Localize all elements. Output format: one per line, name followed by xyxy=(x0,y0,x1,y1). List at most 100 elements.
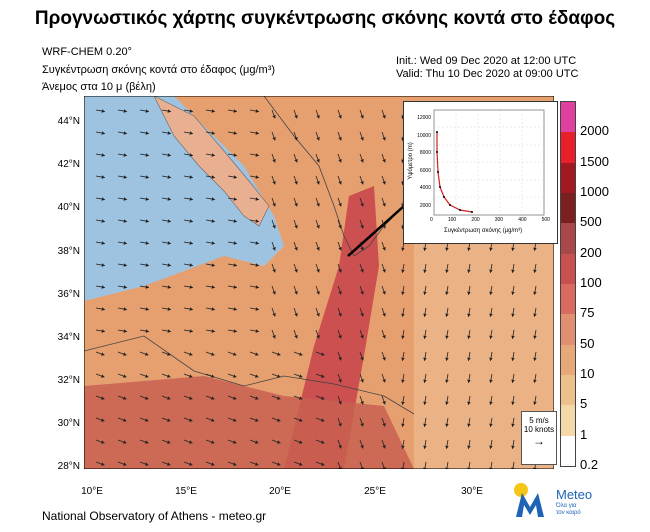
wind-arrow-head xyxy=(145,131,149,135)
colorbar-level-label: 1000 xyxy=(580,184,609,199)
colorbar-level-label: 5 xyxy=(580,396,588,412)
wind-arrow-head xyxy=(167,153,171,157)
wind-arrow-head xyxy=(445,269,449,273)
wind-arrow-head xyxy=(101,263,105,267)
wind-arrow-head xyxy=(272,181,276,185)
wind-arrow-head xyxy=(255,109,259,113)
wind-arrow-head xyxy=(467,379,471,383)
wind-arrow-head xyxy=(211,352,215,356)
valid-time: Valid: Thu 10 Dec 2020 at 09:00 UTC xyxy=(396,68,579,80)
wind-arrow-head xyxy=(533,269,537,273)
wind-arrow-head xyxy=(189,418,193,422)
wind-arrow-head xyxy=(211,418,215,422)
wind-arrow-head xyxy=(467,401,471,405)
wind-arrow-head xyxy=(294,115,298,119)
wind-arrow-head xyxy=(401,357,405,361)
wind-arrow-head xyxy=(401,401,405,405)
wind-arrow-head xyxy=(123,241,127,245)
colorbar-segment xyxy=(561,223,575,254)
dust-profile-line xyxy=(436,132,473,213)
wind-arrow-head xyxy=(211,219,215,223)
wind-arrow-head xyxy=(233,440,237,444)
wind-arrow-head xyxy=(338,401,342,405)
profile-xlabel: Συγκέντρωση σκόνης (μg/m³) xyxy=(444,228,523,234)
wind-arrow-head xyxy=(511,401,515,405)
wind-arrow-head xyxy=(360,225,364,229)
wind-arrow-head xyxy=(489,269,493,273)
colorbar-level-label: 10 xyxy=(580,366,595,381)
wind-arrow-head xyxy=(233,241,237,245)
wind-arrow-head xyxy=(145,396,149,400)
wind-arrow-head xyxy=(445,401,449,405)
wind-arrow-head xyxy=(511,357,515,361)
wind-arrow-head xyxy=(382,203,386,207)
wind-arrow-head xyxy=(189,285,193,289)
wind-arrow-head xyxy=(123,109,127,113)
wind-arrow-head xyxy=(360,159,364,163)
wind-arrow-head xyxy=(423,247,427,251)
wind-arrow-head xyxy=(233,109,237,113)
wind-arrow-head xyxy=(382,159,386,163)
wind-arrow-head xyxy=(294,247,298,251)
wind-arrow-head xyxy=(316,313,320,317)
wind-arrow-head xyxy=(101,307,105,311)
lon-label: 10°E xyxy=(81,486,103,497)
wind-arrow-head xyxy=(145,175,149,179)
wind-arrow-head xyxy=(511,445,515,449)
wind-arrow-head xyxy=(445,291,449,295)
wind-arrow-head xyxy=(101,109,105,113)
wind-arrow-head xyxy=(423,379,427,383)
wind-arrow-head xyxy=(382,225,386,229)
wind-arrow-head xyxy=(255,396,259,400)
sounding-pointer xyxy=(347,205,405,257)
wind-arrow-head xyxy=(338,335,342,339)
wind-arrow-head xyxy=(445,313,449,317)
wind-arrow-head xyxy=(123,374,127,378)
wind-arrow-head xyxy=(277,374,281,378)
wind-arrow-head xyxy=(401,247,405,251)
wind-arrow-head xyxy=(533,379,537,383)
wind-arrow-head xyxy=(233,219,237,223)
wind-arrow-head xyxy=(382,423,386,427)
wind-arrow-head xyxy=(189,462,193,466)
wind-arrow-head xyxy=(211,462,215,466)
wind-arrow-head xyxy=(101,418,105,422)
wind-arrow-head xyxy=(101,396,105,400)
lat-label: 44°N xyxy=(57,116,80,127)
wind-arrow-head xyxy=(167,131,171,135)
wind-arrow-head xyxy=(211,109,215,113)
wind-arrow-head xyxy=(360,423,364,427)
colorbar-level-label: 1500 xyxy=(580,153,609,169)
wind-arrow-head xyxy=(123,329,127,333)
wind-arrow-head xyxy=(445,335,449,339)
wind-arrow-head xyxy=(167,396,171,400)
colorbar-level-label: 200 xyxy=(580,244,602,260)
east-region xyxy=(414,196,554,469)
wind-arrow-head xyxy=(445,357,449,361)
wind-arrow-head xyxy=(382,445,386,449)
wind-arrow-head xyxy=(360,445,364,449)
wind-arrow-head xyxy=(189,352,193,356)
wind-arrow-head xyxy=(316,115,320,119)
wind-arrow-head xyxy=(255,241,259,245)
field-label: Συγκέντρωση σκόνης κοντά στο έδαφος (μg/… xyxy=(42,64,276,76)
wind-arrow-head xyxy=(272,291,276,295)
wind-arrow-head xyxy=(211,329,215,333)
wind-arrow-head xyxy=(299,352,303,356)
wind-arrow-head xyxy=(255,329,259,333)
wind-arrow-head xyxy=(167,109,171,113)
wind-arrow-head xyxy=(255,131,259,135)
wind-arrow-head xyxy=(233,396,237,400)
wind-arrow-head xyxy=(489,401,493,405)
wind-arrow-head xyxy=(316,225,320,229)
wind-arrow-head xyxy=(338,159,342,163)
profile-ylabel: Υψόμετρο (m) xyxy=(408,142,414,180)
colorbar-level-label: 75 xyxy=(580,305,595,321)
wind-arrow-head xyxy=(233,153,237,157)
wind-arrow-head xyxy=(233,307,237,311)
wind-arrow-head xyxy=(467,357,471,361)
wind-arrow-head xyxy=(316,137,320,141)
wind-arrow-head xyxy=(321,352,325,356)
wind-arrow-head xyxy=(167,285,171,289)
wind-arrow-head xyxy=(167,241,171,245)
